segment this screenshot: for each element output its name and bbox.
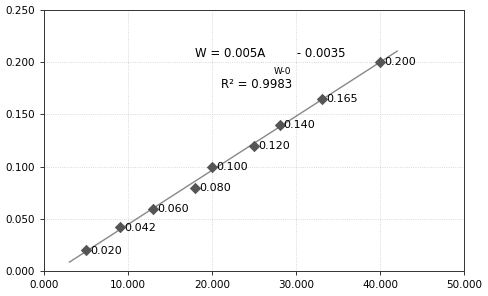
Point (82, 248, 90, 253)
Point (149, 206, 157, 211)
Text: - 0.0035: - 0.0035 (293, 47, 346, 60)
Point (250, 143, 258, 148)
Point (318, 96, 325, 101)
Point (377, 59, 385, 64)
Text: 0.165: 0.165 (326, 94, 357, 104)
Text: W-0: W-0 (274, 67, 291, 76)
Point (208, 164, 216, 169)
Text: R² = 0.9983: R² = 0.9983 (221, 78, 292, 91)
Point (276, 123, 284, 127)
Text: 0.200: 0.200 (385, 57, 416, 67)
Text: 0.020: 0.020 (90, 246, 122, 256)
Text: 0.080: 0.080 (200, 183, 231, 193)
Text: 0.140: 0.140 (284, 120, 316, 130)
Text: 0.100: 0.100 (217, 162, 248, 172)
Text: 0.042: 0.042 (124, 223, 156, 233)
Point (192, 185, 200, 190)
Text: 0.060: 0.060 (158, 204, 189, 214)
Text: 0.120: 0.120 (259, 141, 290, 151)
Text: W = 0.005A: W = 0.005A (196, 47, 266, 60)
Point (116, 225, 124, 230)
